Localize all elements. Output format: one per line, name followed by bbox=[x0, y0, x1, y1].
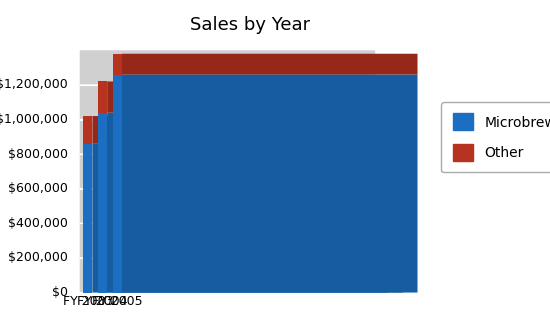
Polygon shape bbox=[92, 144, 388, 293]
Text: $200,000: $200,000 bbox=[8, 252, 68, 265]
Polygon shape bbox=[122, 54, 417, 74]
Polygon shape bbox=[107, 113, 403, 293]
Polygon shape bbox=[80, 50, 375, 293]
Legend: Microbrews, Other: Microbrews, Other bbox=[442, 102, 550, 172]
Polygon shape bbox=[107, 81, 403, 113]
Text: $1,000,000: $1,000,000 bbox=[0, 113, 68, 126]
Text: FY 2003: FY 2003 bbox=[63, 295, 113, 308]
Polygon shape bbox=[98, 81, 107, 113]
Text: $400,000: $400,000 bbox=[8, 217, 68, 230]
Text: Sales by Year: Sales by Year bbox=[190, 16, 310, 34]
Polygon shape bbox=[113, 74, 122, 293]
Polygon shape bbox=[92, 116, 388, 144]
Polygon shape bbox=[84, 116, 92, 144]
Polygon shape bbox=[122, 74, 417, 293]
Text: $800,000: $800,000 bbox=[8, 148, 68, 161]
Text: $0: $0 bbox=[52, 286, 68, 299]
Polygon shape bbox=[113, 54, 122, 74]
Text: FY 2005: FY 2005 bbox=[92, 295, 143, 308]
Polygon shape bbox=[98, 113, 107, 293]
Polygon shape bbox=[84, 144, 92, 293]
Text: FY 2004: FY 2004 bbox=[78, 295, 128, 308]
Text: $1,200,000: $1,200,000 bbox=[0, 79, 68, 91]
Text: $600,000: $600,000 bbox=[8, 182, 68, 195]
